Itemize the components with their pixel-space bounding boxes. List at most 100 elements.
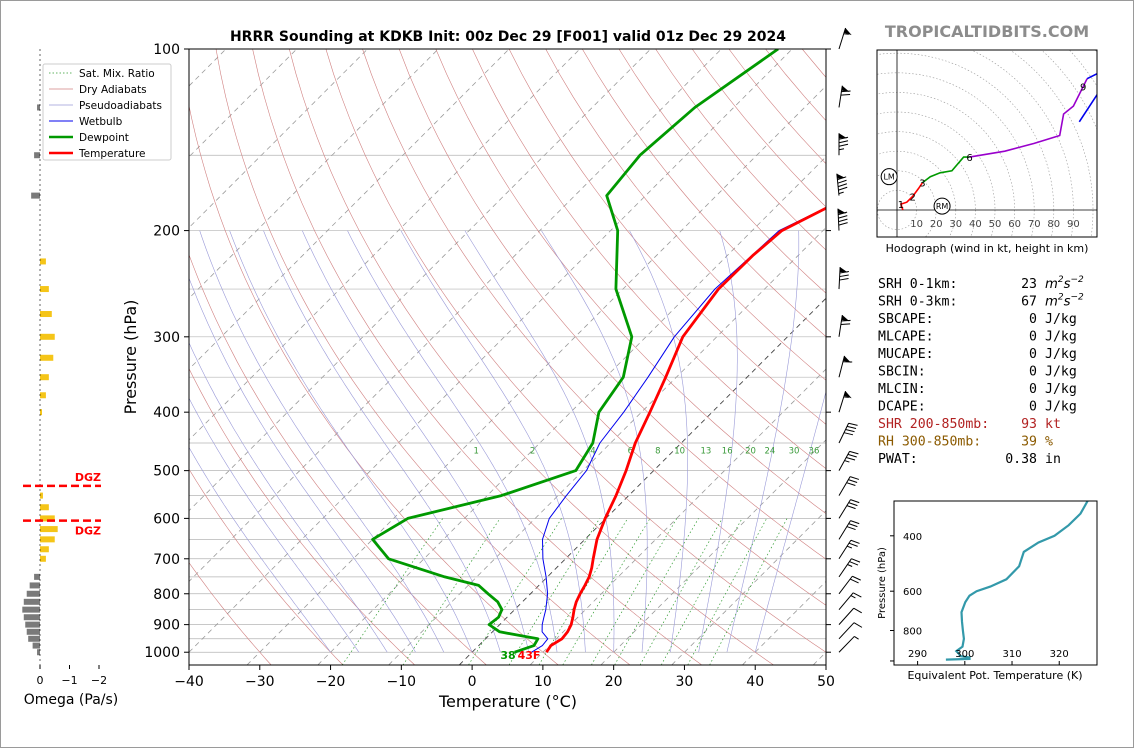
pseudoadiabat	[189, 397, 360, 653]
index-value: 0.38	[1005, 452, 1037, 467]
index-unit: in	[1045, 452, 1061, 467]
y-tick-label: 100	[153, 42, 180, 58]
hodograph-height-label: 6	[966, 153, 972, 164]
omega-bar	[34, 573, 40, 580]
isotherm	[189, 49, 510, 370]
theta-e-y-label: Pressure (hPa)	[877, 547, 888, 619]
mixing-ratio-line	[562, 518, 651, 665]
index-label: MLCIN:	[878, 382, 926, 397]
y-tick-label: 1000	[144, 645, 180, 661]
hodograph-ring-label: 90	[1067, 219, 1080, 230]
hodograph-segment	[969, 78, 1088, 158]
index-label: RH 300-850mb:	[878, 435, 981, 450]
omega-bar	[40, 492, 43, 499]
omega-bar	[40, 286, 49, 293]
omega-x-tick-label: −1	[61, 674, 77, 687]
legend-label: Wetbulb	[79, 116, 123, 128]
omega-bar	[26, 628, 40, 635]
y-tick-label: 900	[153, 618, 180, 634]
dry-adiabat	[252, 49, 702, 665]
pseudoadiabat	[726, 230, 800, 653]
x-tick-label: 30	[676, 674, 694, 690]
omega-bar	[34, 152, 40, 159]
omega-bar	[28, 635, 40, 642]
index-value: 39	[1021, 435, 1037, 450]
isotherm	[812, 651, 826, 665]
omega-x-tick-label: 0	[37, 674, 44, 687]
wind-barb	[838, 607, 862, 625]
hodograph-ring-label: 70	[1028, 219, 1041, 230]
index-unit: m2s−2	[1045, 293, 1084, 310]
index-value: 67	[1021, 295, 1037, 310]
wind-barb	[838, 450, 859, 471]
y-tick-label: 600	[153, 511, 180, 527]
wind-barb	[838, 27, 852, 50]
dgz-label: DGZ	[75, 525, 101, 538]
dry-adiabat	[189, 468, 344, 665]
hodograph-ring-label: 20	[930, 219, 943, 230]
x-tick-label: 40	[746, 674, 764, 690]
mixing-ratio-label: 2	[530, 446, 535, 456]
index-unit: J/kg	[1045, 382, 1077, 397]
omega-bar	[40, 555, 46, 562]
omega-bar	[40, 546, 49, 553]
pseudoadiabat	[189, 277, 416, 653]
hodograph-height-label: 9	[1080, 83, 1086, 94]
index-unit: J/kg	[1045, 365, 1077, 380]
wind-barb	[838, 133, 849, 156]
dry-adiabat	[765, 49, 826, 122]
theta-e-panel: 400 600 800 290 300 310 320 Equivalent Pot. Te…	[877, 500, 1098, 682]
skewt-panel: HRRR Sounding at KDKB Init: 00z Dec 29 […	[42, 27, 863, 711]
dry-adiabat	[189, 562, 272, 665]
index-label: SHR 200-850mb:	[878, 417, 989, 432]
site-watermark: TROPICALTIDBITS.COM	[885, 22, 1089, 41]
omega-bar	[37, 649, 40, 656]
mixing-ratio-label: 20	[745, 446, 756, 456]
surface-dewpoint-label: 38	[500, 649, 515, 662]
y-tick-label: 800	[153, 587, 180, 603]
storm-motion-label: LM	[883, 173, 894, 182]
dry-adiabat	[362, 49, 826, 606]
sounding-indices: SRH 0-1km: 23 m2s−2 SRH 0-3km: 67 m2s−2 SBCAPE…	[878, 275, 1084, 467]
mixing-ratio-label: 4	[590, 446, 595, 456]
index-value: 0	[1029, 330, 1037, 345]
dry-adiabat	[472, 49, 826, 470]
hodograph-ring-label: 30	[949, 219, 962, 230]
omega-axis-label: Omega (Pa/s)	[24, 692, 119, 708]
wind-barb	[838, 391, 852, 413]
hodograph-caption: Hodograph (wind in kt, height in km)	[886, 242, 1089, 255]
pseudoadiabat	[400, 230, 586, 653]
hodograph-height-label: 2	[909, 192, 915, 203]
theta-e-x-label: Equivalent Pot. Temperature (K)	[907, 669, 1082, 682]
index-label: MLCAPE:	[878, 330, 934, 345]
x-tick-label: 50	[817, 674, 835, 690]
omega-bar	[40, 515, 55, 522]
index-value: 0	[1029, 365, 1037, 380]
omega-bar	[40, 374, 49, 381]
dry-adiabat	[508, 49, 826, 425]
theta-x-tick-label: 310	[1002, 649, 1021, 660]
y-tick-label: 200	[153, 224, 180, 240]
x-tick-label: 10	[534, 674, 552, 690]
index-value: 0	[1029, 382, 1037, 397]
hodograph-frame	[876, 49, 1098, 238]
skewt-plot-frame	[188, 48, 827, 666]
index-label: DCAPE:	[878, 400, 926, 415]
omega-bar	[31, 192, 40, 199]
wind-barbs	[836, 27, 863, 653]
dry-adiabat	[189, 253, 487, 665]
index-label: SRH 0-1km:	[878, 277, 957, 292]
omega-panel: 0 −1 −2 DGZ DGZ Omega (Pa/s)	[22, 49, 118, 708]
omega-bar	[40, 536, 55, 543]
mixing-ratio-label: 36	[809, 446, 820, 456]
pseudoadiabat	[347, 230, 558, 653]
mixing-ratio-line	[687, 518, 768, 665]
omega-bar	[40, 504, 49, 511]
wind-barb	[837, 208, 848, 231]
isotherm	[671, 510, 826, 665]
index-unit: kt	[1045, 417, 1061, 432]
wind-barb	[838, 476, 860, 496]
hodograph-ring-label: 10	[910, 219, 923, 230]
wind-barb	[838, 636, 859, 653]
hodograph-ring-label: 60	[1008, 219, 1021, 230]
